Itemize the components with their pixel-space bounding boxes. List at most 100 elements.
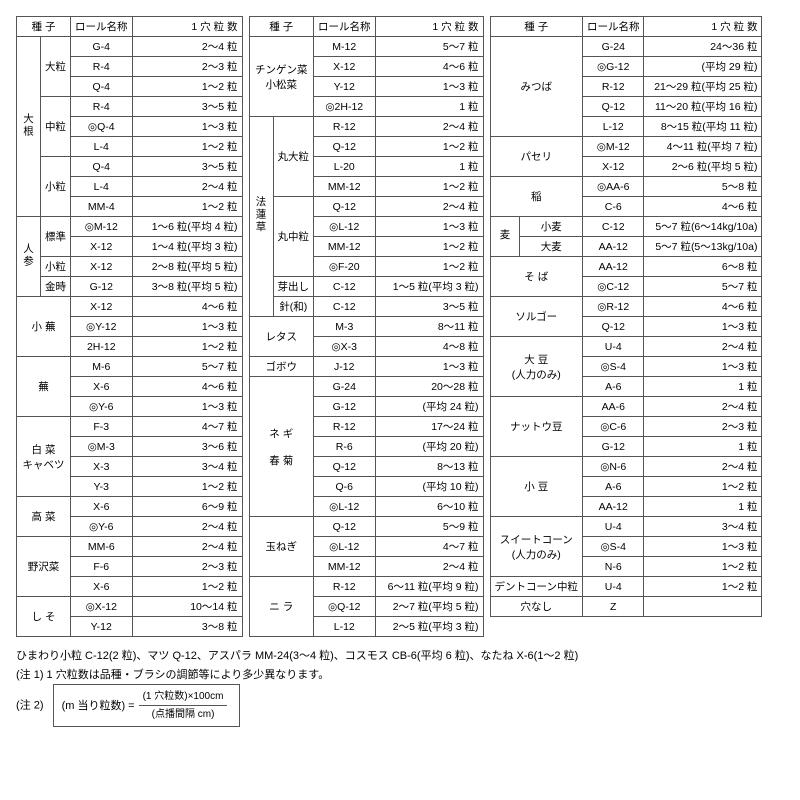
type-cell: 丸大粒 — [273, 117, 314, 197]
roll-cell: ◎L-12 — [314, 497, 376, 517]
roll-cell: R-12 — [314, 417, 376, 437]
grain-cell: 11～20 粒(平均 16 粒) — [644, 97, 762, 117]
type-cell: デントコーン中粒 — [490, 577, 582, 597]
table-row: 金時G-123～8 粒(平均 5 粒) — [17, 277, 243, 297]
roll-cell: R-6 — [314, 437, 376, 457]
grain-cell: 3～4 粒 — [132, 457, 242, 477]
grain-cell: 1 粒 — [644, 437, 762, 457]
table-row: 蕪M-65～7 粒 — [17, 357, 243, 377]
grain-cell: 1～2 粒 — [375, 137, 483, 157]
roll-cell: AA-12 — [582, 257, 644, 277]
header-grain: 1 穴 粒 数 — [644, 17, 762, 37]
type-cell: 小 蕪 — [17, 297, 71, 357]
grain-cell: 3～5 粒 — [132, 97, 242, 117]
roll-cell: ◎L-12 — [314, 537, 376, 557]
grain-cell: (平均 10 粒) — [375, 477, 483, 497]
seed-table-3: 種 子ロール名称1 穴 粒 数みつばG-2424～36 粒◎G-12(平均 29… — [490, 16, 763, 617]
roll-cell: R-12 — [314, 577, 376, 597]
header-seed: 種 子 — [490, 17, 582, 37]
roll-cell: ◎Q-4 — [71, 117, 133, 137]
type-cell: みつば — [490, 37, 582, 137]
footnotes: ひまわり小粒 C-12(2 粒)、マツ Q-12、アスパラ MM-24(3～4 … — [16, 647, 784, 727]
grain-cell: 1～2 粒 — [375, 177, 483, 197]
roll-cell: ◎Y-6 — [71, 517, 133, 537]
grain-cell: 1～2 粒 — [132, 137, 242, 157]
roll-cell: L-20 — [314, 157, 376, 177]
grain-cell: 1～2 粒 — [644, 557, 762, 577]
roll-cell: Q-12 — [314, 517, 376, 537]
type-cell: ニ ラ — [249, 577, 314, 637]
grain-cell: 1～6 粒(平均 4 粒) — [132, 217, 242, 237]
grain-cell: 1～3 粒 — [375, 77, 483, 97]
roll-cell: G-4 — [71, 37, 133, 57]
roll-cell: ◎G-12 — [582, 57, 644, 77]
roll-cell: Y-12 — [71, 617, 133, 637]
grain-cell: 1～2 粒 — [132, 577, 242, 597]
grain-cell: 2～4 粒 — [375, 117, 483, 137]
type-cell: 穴なし — [490, 597, 582, 617]
roll-cell: ◎Y-6 — [71, 397, 133, 417]
grain-cell: 4～6 粒 — [375, 57, 483, 77]
grain-cell: 1～2 粒 — [644, 477, 762, 497]
grain-cell: (平均 24 粒) — [375, 397, 483, 417]
grain-cell: 1～3 粒 — [644, 537, 762, 557]
roll-cell: X-3 — [71, 457, 133, 477]
roll-cell: R-12 — [314, 117, 376, 137]
grain-cell: 10～14 粒 — [132, 597, 242, 617]
roll-cell: N-6 — [582, 557, 644, 577]
footnote-line-1: ひまわり小粒 C-12(2 粒)、マツ Q-12、アスパラ MM-24(3～4 … — [16, 647, 784, 666]
table-row: ネ ギ春 菊G-2420～28 粒 — [249, 377, 483, 397]
roll-cell: X-6 — [71, 577, 133, 597]
grain-cell: 5～7 粒(6～14kg/10a) — [644, 217, 762, 237]
table-row: 白 菜キャベツF-34～7 粒 — [17, 417, 243, 437]
grain-cell: 1～3 粒 — [644, 317, 762, 337]
grain-cell: 6～10 粒 — [375, 497, 483, 517]
roll-cell: R-12 — [582, 77, 644, 97]
roll-cell: ◎S-4 — [582, 357, 644, 377]
table-row: パセリ◎M-124～11 粒(平均 7 粒) — [490, 137, 762, 157]
roll-cell: Q-12 — [582, 97, 644, 117]
type-cell: 小 豆 — [490, 457, 582, 517]
roll-cell: ◎Q-12 — [314, 597, 376, 617]
roll-cell: ◎AA-6 — [582, 177, 644, 197]
table-row: 稲◎AA-65～8 粒 — [490, 177, 762, 197]
header-roll: ロール名称 — [314, 17, 376, 37]
grain-cell: 1～3 粒 — [132, 117, 242, 137]
roll-cell: ◎C-6 — [582, 417, 644, 437]
grain-cell: 1～2 粒 — [132, 477, 242, 497]
seed-cell: 麦 — [490, 217, 520, 257]
type-cell: ゴボウ — [249, 357, 314, 377]
table-row: 大麦AA-125～7 粒(5～13kg/10a) — [490, 237, 762, 257]
grain-cell: 5～7 粒 — [375, 37, 483, 57]
grain-cell — [644, 597, 762, 617]
table-row: 針(和)C-123～5 粒 — [249, 297, 483, 317]
grain-cell: 2～3 粒 — [132, 557, 242, 577]
type-cell: 大麦 — [520, 237, 583, 257]
grain-cell: 2～4 粒 — [132, 37, 242, 57]
roll-cell: M-6 — [71, 357, 133, 377]
roll-cell: ◎X-3 — [314, 337, 376, 357]
roll-cell: Q-4 — [71, 157, 133, 177]
type-cell: 高 菜 — [17, 497, 71, 537]
grain-cell: 6～9 粒 — [132, 497, 242, 517]
table-row: 芽出しC-121～5 粒(平均 3 粒) — [249, 277, 483, 297]
grain-cell: 8～13 粒 — [375, 457, 483, 477]
type-cell: 芽出し — [273, 277, 314, 297]
table-row: 大 豆(人力のみ)U-42～4 粒 — [490, 337, 762, 357]
grain-cell: 2～4 粒 — [644, 337, 762, 357]
roll-cell: MM-4 — [71, 197, 133, 217]
roll-cell: A-6 — [582, 377, 644, 397]
roll-cell: Q-6 — [314, 477, 376, 497]
header-grain: 1 穴 粒 数 — [375, 17, 483, 37]
grain-cell: 4～6 粒 — [644, 297, 762, 317]
roll-cell: Y-3 — [71, 477, 133, 497]
roll-cell: Q-12 — [314, 197, 376, 217]
footnote-note-2: (注 2) (m 当り粒数) = (1 穴粒数)×100cm (点播間隔 cm) — [16, 684, 784, 727]
grain-cell: 4～6 粒 — [132, 377, 242, 397]
type-cell: 金時 — [41, 277, 71, 297]
roll-cell: Q-4 — [71, 77, 133, 97]
grain-cell: 1 粒 — [644, 497, 762, 517]
grain-cell: 2～4 粒 — [132, 177, 242, 197]
table-row: 中粒R-43～5 粒 — [17, 97, 243, 117]
table-row: チンゲン菜小松菜M-125～7 粒 — [249, 37, 483, 57]
